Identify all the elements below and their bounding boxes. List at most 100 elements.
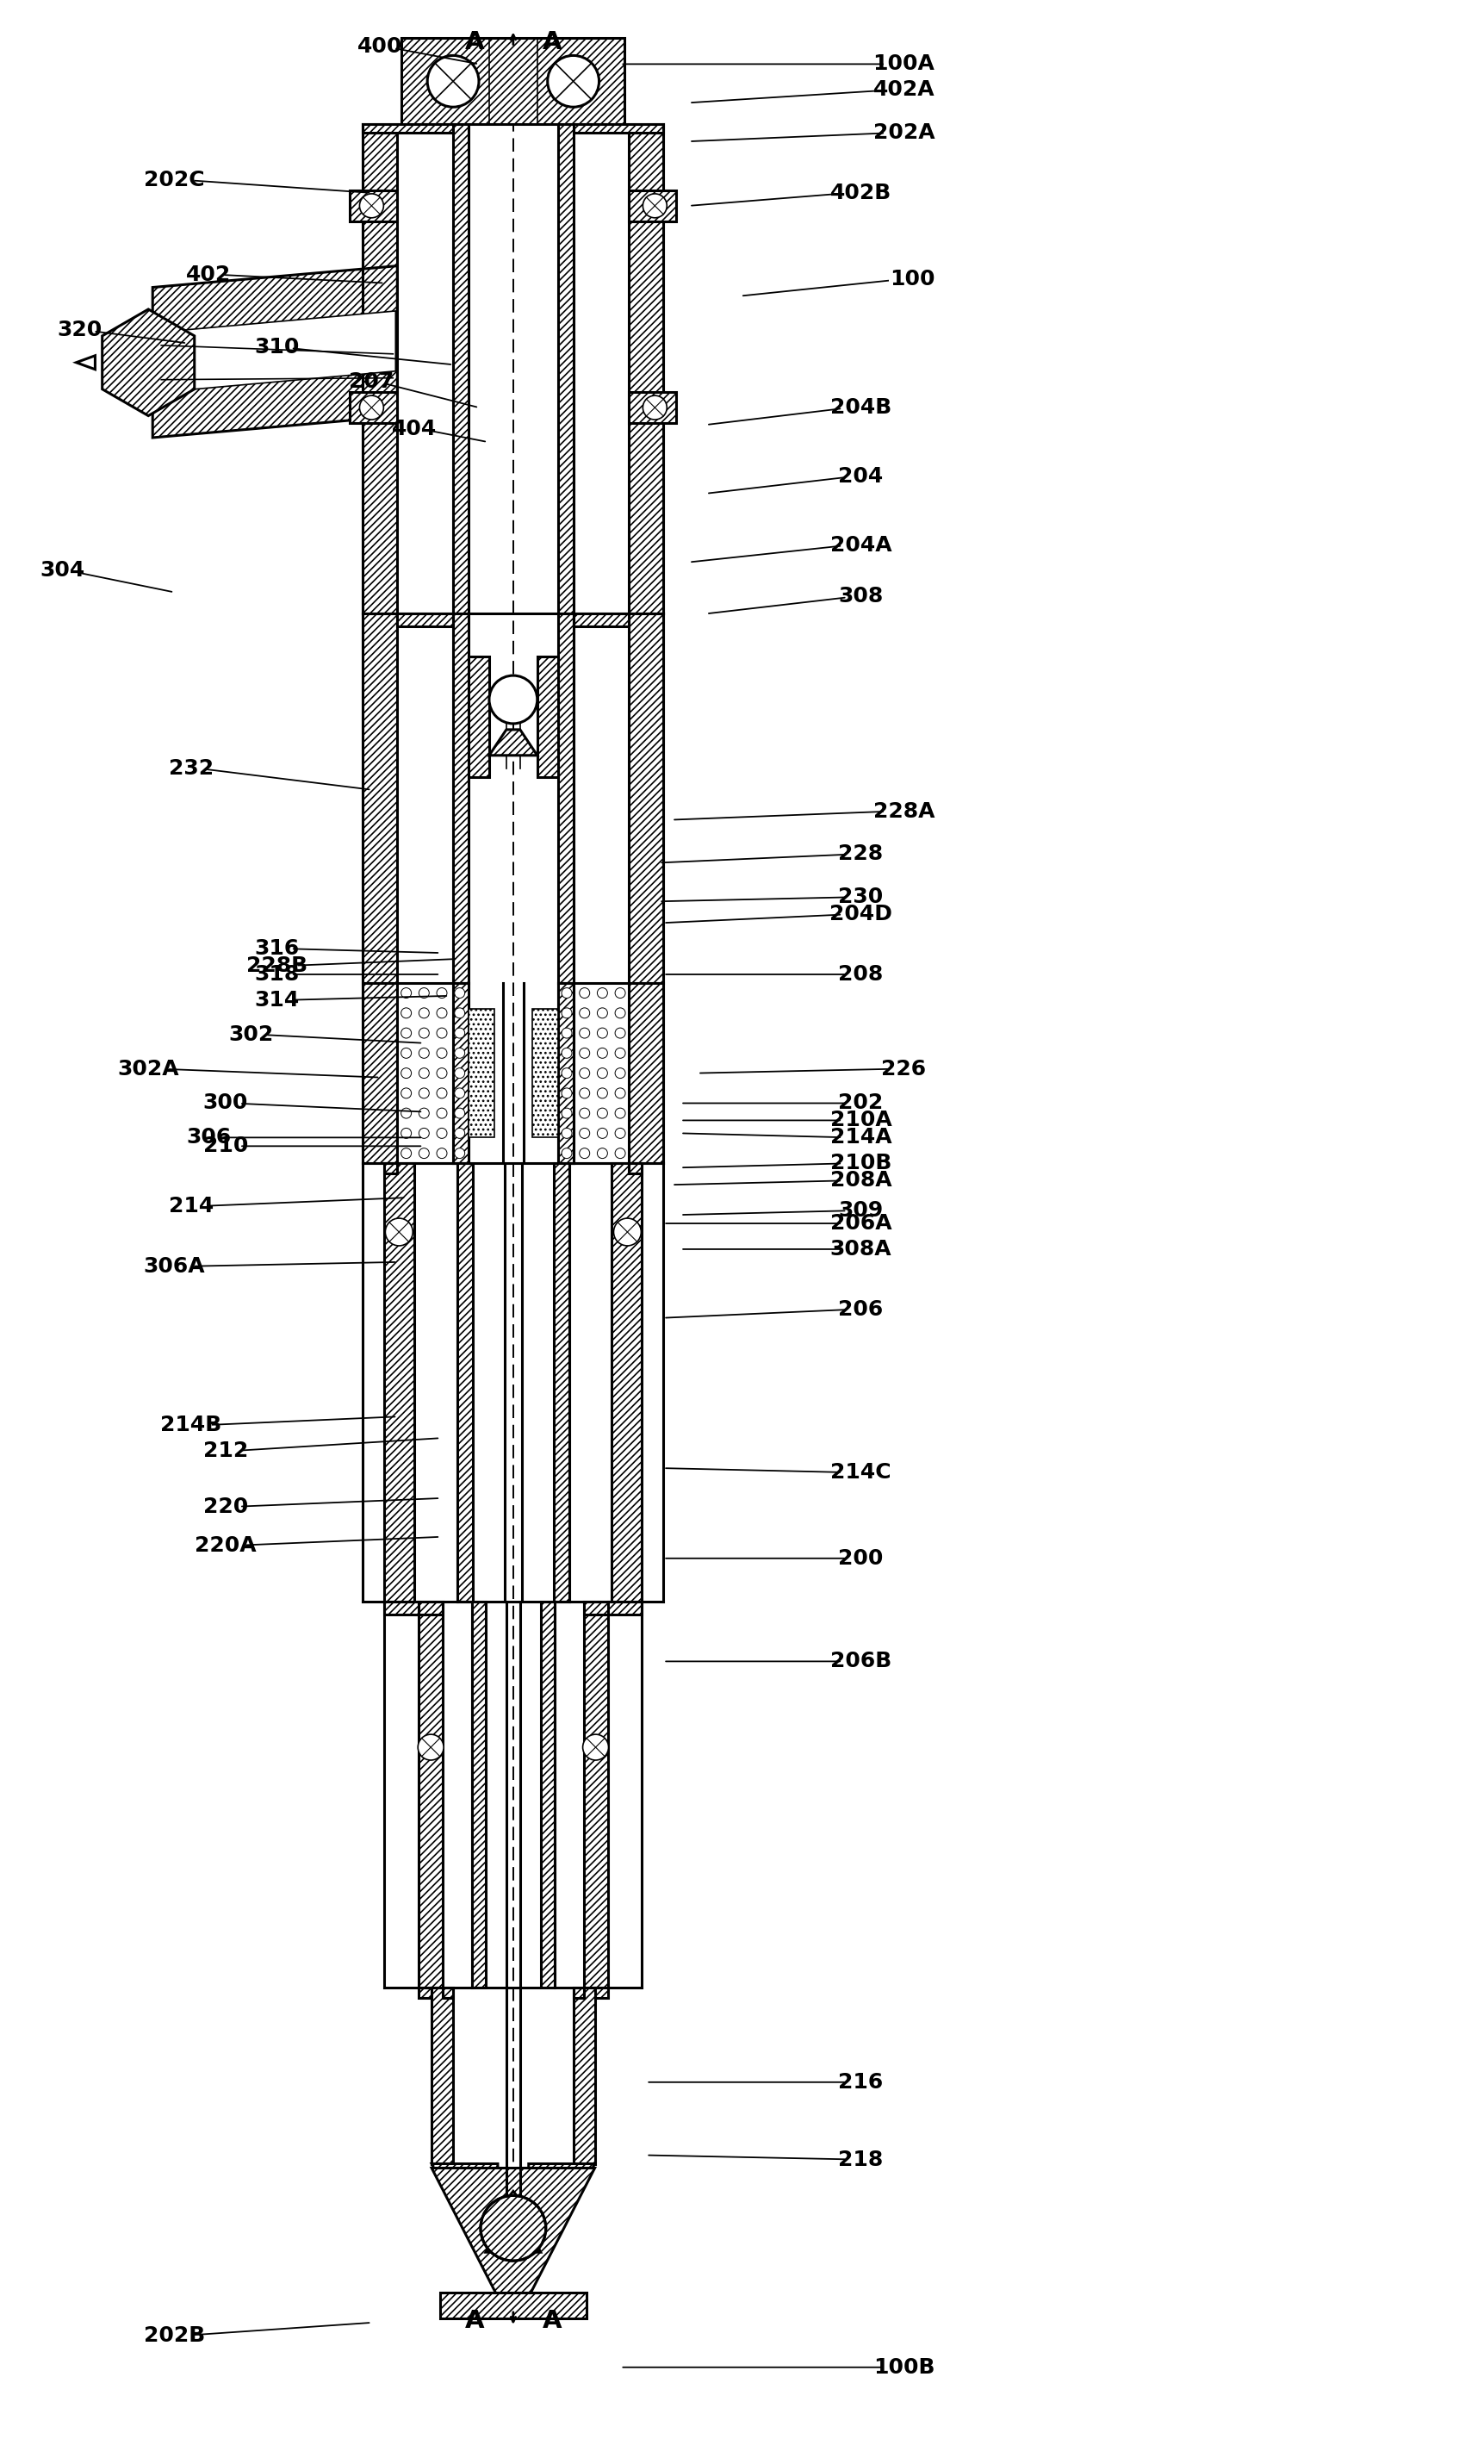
Polygon shape	[558, 614, 573, 983]
Polygon shape	[418, 1602, 442, 1988]
Circle shape	[488, 675, 537, 724]
Circle shape	[614, 1027, 625, 1037]
Text: 202B: 202B	[144, 2326, 205, 2346]
Text: 228B: 228B	[246, 956, 307, 976]
Circle shape	[561, 1027, 571, 1037]
Text: 204: 204	[838, 466, 883, 485]
Circle shape	[418, 1027, 429, 1037]
Text: 306A: 306A	[142, 1257, 205, 1276]
Circle shape	[579, 1129, 589, 1138]
Text: 204D: 204D	[830, 904, 892, 924]
Text: 314: 314	[254, 991, 300, 1010]
Circle shape	[401, 1008, 411, 1018]
Circle shape	[418, 1008, 429, 1018]
Polygon shape	[488, 729, 537, 756]
Circle shape	[418, 1047, 429, 1057]
Circle shape	[579, 1148, 589, 1158]
Circle shape	[436, 1027, 447, 1037]
Polygon shape	[384, 1602, 418, 1614]
Polygon shape	[573, 123, 663, 133]
Polygon shape	[554, 1163, 568, 1602]
Text: A: A	[464, 30, 484, 54]
Bar	[531, 1008, 558, 1138]
Text: 308: 308	[838, 586, 883, 606]
Circle shape	[481, 2195, 546, 2262]
Polygon shape	[76, 355, 95, 370]
Text: 100B: 100B	[873, 2358, 933, 2378]
Circle shape	[597, 1148, 607, 1158]
Polygon shape	[418, 1988, 432, 1998]
Circle shape	[454, 1089, 464, 1099]
Text: 230: 230	[838, 887, 883, 907]
Polygon shape	[506, 2190, 519, 2200]
Text: 206A: 206A	[830, 1212, 892, 1234]
Circle shape	[614, 1047, 625, 1057]
Circle shape	[359, 397, 383, 419]
Bar	[469, 1008, 494, 1138]
Text: 220: 220	[203, 1496, 248, 1518]
Circle shape	[582, 1735, 608, 1759]
Polygon shape	[401, 39, 625, 123]
Circle shape	[614, 988, 625, 998]
Polygon shape	[432, 2163, 497, 2292]
Text: 100: 100	[889, 269, 935, 288]
Text: 202C: 202C	[144, 170, 205, 190]
Text: 206B: 206B	[830, 1651, 890, 1671]
Text: 204A: 204A	[830, 535, 892, 554]
Polygon shape	[629, 1163, 641, 1173]
Polygon shape	[595, 1988, 607, 1998]
Text: 216: 216	[838, 2072, 883, 2092]
Text: 320: 320	[56, 320, 102, 340]
Polygon shape	[472, 1602, 485, 1988]
Polygon shape	[457, 1163, 472, 1602]
Text: 218: 218	[838, 2149, 883, 2171]
Text: 232: 232	[169, 759, 214, 779]
Circle shape	[561, 1067, 571, 1079]
Circle shape	[436, 1109, 447, 1119]
Circle shape	[436, 1148, 447, 1158]
Circle shape	[401, 1027, 411, 1037]
Circle shape	[454, 1109, 464, 1119]
Text: A: A	[464, 2309, 484, 2333]
Polygon shape	[629, 614, 663, 983]
Circle shape	[614, 1008, 625, 1018]
Text: 309: 309	[838, 1200, 883, 1220]
Circle shape	[614, 1148, 625, 1158]
Circle shape	[548, 57, 598, 106]
Circle shape	[597, 1067, 607, 1079]
Circle shape	[417, 1735, 444, 1759]
Text: 302A: 302A	[117, 1060, 180, 1079]
Circle shape	[436, 1008, 447, 1018]
Polygon shape	[629, 190, 675, 222]
Circle shape	[454, 1008, 464, 1018]
Circle shape	[436, 1047, 447, 1057]
Circle shape	[454, 1129, 464, 1138]
Text: 202A: 202A	[873, 123, 933, 143]
Text: 202: 202	[838, 1094, 883, 1114]
Text: 402B: 402B	[830, 182, 890, 202]
Polygon shape	[540, 1602, 554, 1988]
Circle shape	[561, 988, 571, 998]
Circle shape	[418, 1067, 429, 1079]
Circle shape	[436, 988, 447, 998]
Circle shape	[401, 1148, 411, 1158]
Circle shape	[436, 1089, 447, 1099]
Text: 214B: 214B	[160, 1414, 221, 1437]
Text: A: A	[542, 30, 561, 54]
Polygon shape	[583, 1602, 611, 1614]
Text: 402: 402	[186, 264, 232, 286]
Circle shape	[643, 397, 666, 419]
Circle shape	[579, 988, 589, 998]
Polygon shape	[362, 983, 398, 1163]
Text: 400: 400	[358, 37, 402, 57]
Polygon shape	[629, 392, 675, 424]
Polygon shape	[573, 1988, 595, 2163]
Bar	[558, 983, 629, 1163]
Circle shape	[436, 1067, 447, 1079]
Circle shape	[418, 1129, 429, 1138]
Circle shape	[597, 1109, 607, 1119]
Circle shape	[418, 1109, 429, 1119]
Polygon shape	[350, 392, 398, 424]
Polygon shape	[629, 123, 663, 614]
Circle shape	[384, 1217, 413, 1247]
